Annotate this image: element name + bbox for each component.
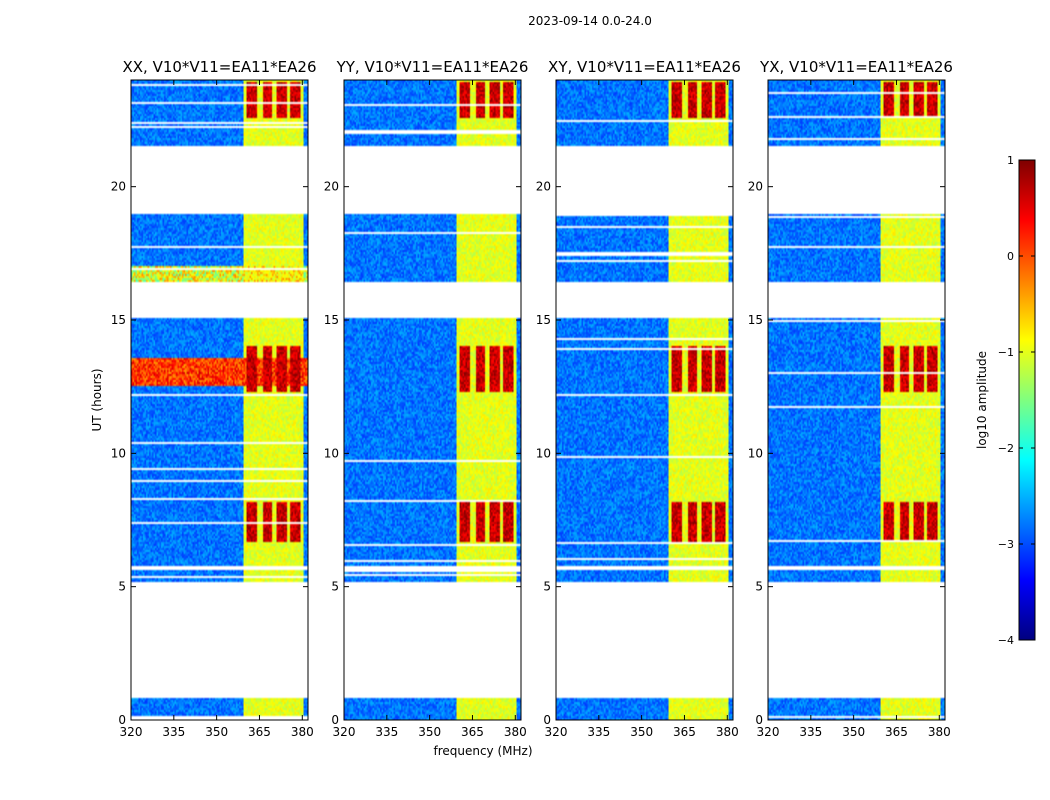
- colorbar-tick-label: 0: [1007, 250, 1014, 263]
- y-tick-label: 10: [324, 446, 339, 460]
- panel-frame: [555, 79, 734, 721]
- y-tick-label: 5: [543, 580, 551, 594]
- x-tick-label: 365: [673, 725, 696, 739]
- colorbar: 1 0 −1 −2 −3 −4 log10 amplitude: [975, 154, 1036, 647]
- y-tick-label: 0: [118, 713, 126, 727]
- panel-title-yx: YX, V10*V11=EA11*EA26: [760, 58, 953, 76]
- y-tick-label: 20: [748, 180, 763, 194]
- x-tick-label: 380: [291, 725, 314, 739]
- panel-yy: 320 335 350 365 380 0 5 10 15 20: [324, 79, 527, 739]
- x-tick-label: 380: [504, 725, 527, 739]
- y-tick-label: 15: [324, 313, 339, 327]
- y-tick-label: 10: [111, 446, 126, 460]
- y-tick-label: 5: [755, 580, 763, 594]
- x-tick-label: 380: [716, 725, 739, 739]
- x-tick-label: 320: [333, 725, 356, 739]
- y-tick-label: 15: [111, 313, 126, 327]
- y-tick-label: 10: [536, 446, 551, 460]
- panel-frame: [343, 79, 522, 721]
- colorbar-tick-label: −2: [998, 442, 1014, 455]
- panel-frame: [767, 79, 946, 721]
- spectrogram-xy: [556, 80, 733, 720]
- x-tick-label: 380: [928, 725, 951, 739]
- y-tick-label: 10: [748, 446, 763, 460]
- spectrogram-xx: [131, 80, 308, 720]
- y-tick-label: 20: [111, 180, 126, 194]
- panel-yx: 320 335 350 365 380 0 5 10 15 20: [748, 79, 951, 739]
- y-tick-label: 20: [324, 180, 339, 194]
- x-tick-label: 350: [842, 725, 865, 739]
- colorbar-tick-label: −4: [998, 634, 1014, 647]
- x-tick-label: 365: [885, 725, 908, 739]
- panel-title-xx: XX, V10*V11=EA11*EA26: [122, 58, 317, 76]
- panel-frame: [130, 79, 309, 721]
- colorbar-tick-label: 1: [1007, 154, 1014, 167]
- y-tick-label: 20: [536, 180, 551, 194]
- panel-title-xy: XY, V10*V11=EA11*EA26: [548, 58, 741, 76]
- x-tick-label: 350: [630, 725, 653, 739]
- y-tick-label: 15: [536, 313, 551, 327]
- y-tick-label: 15: [748, 313, 763, 327]
- colorbar-label: log10 amplitude: [975, 351, 989, 449]
- x-tick-label: 335: [799, 725, 822, 739]
- x-tick-label: 335: [162, 725, 185, 739]
- panel-xy: 320 335 350 365 380 0 5 10 15 20: [536, 79, 739, 739]
- spectrogram-yx: [768, 80, 945, 720]
- x-tick-label: 350: [418, 725, 441, 739]
- x-tick-label: 335: [587, 725, 610, 739]
- panel-title-yy: YY, V10*V11=EA11*EA26: [336, 58, 529, 76]
- x-axis-label: frequency (MHz): [433, 744, 532, 758]
- x-tick-label: 350: [205, 725, 228, 739]
- y-tick-label: 0: [755, 713, 763, 727]
- colorbar-tick-label: −3: [998, 538, 1014, 551]
- x-tick-label: 335: [375, 725, 398, 739]
- y-tick-label: 5: [118, 580, 126, 594]
- y-tick-label: 5: [331, 580, 339, 594]
- figure-suptitle: 2023-09-14 0.0-24.0: [528, 14, 652, 28]
- x-tick-label: 320: [545, 725, 568, 739]
- y-tick-label: 0: [543, 713, 551, 727]
- spectrogram-yy: [344, 80, 521, 720]
- x-tick-label: 320: [757, 725, 780, 739]
- y-tick-label: 0: [331, 713, 339, 727]
- y-axis-label: UT (hours): [90, 368, 104, 431]
- x-tick-label: 365: [248, 725, 271, 739]
- panel-xx: 320 335 350 365 380 0 5 10 15 20: [111, 79, 314, 739]
- colorbar-tick-label: −1: [998, 346, 1014, 359]
- colorbar-gradient: [1018, 159, 1036, 641]
- x-tick-label: 320: [120, 725, 143, 739]
- x-tick-label: 365: [461, 725, 484, 739]
